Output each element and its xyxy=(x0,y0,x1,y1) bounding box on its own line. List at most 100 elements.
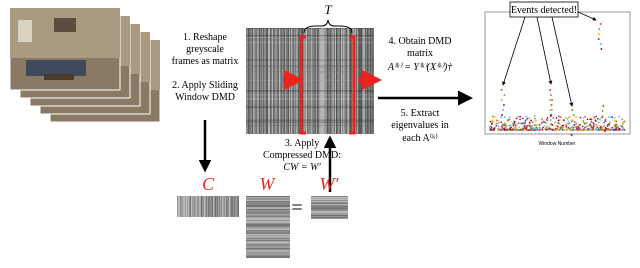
scatter-dot xyxy=(568,122,571,125)
scatter-dot xyxy=(525,115,528,118)
matrix-line xyxy=(203,196,204,217)
matrix-line xyxy=(246,244,290,245)
scatter-dot xyxy=(545,128,548,131)
scatter-dot xyxy=(504,127,507,130)
scatter-dot xyxy=(502,104,505,106)
matrix-column xyxy=(267,28,268,134)
scatter-dot xyxy=(555,116,558,119)
matrix-column xyxy=(341,28,342,134)
scatter-dot xyxy=(615,124,617,126)
matrix-line xyxy=(246,222,290,223)
scatter-dot xyxy=(618,128,621,131)
matrix-line xyxy=(204,196,205,217)
equation-matrices xyxy=(177,196,348,258)
scatter-dot xyxy=(507,119,509,121)
scatter-dot xyxy=(557,125,559,128)
matrix-line xyxy=(246,207,290,208)
scatter-dot xyxy=(533,124,536,127)
matrix-row xyxy=(246,65,374,67)
matrix-line xyxy=(230,196,231,217)
matrix-column xyxy=(280,28,281,134)
matrix-line xyxy=(246,196,290,197)
matrix-column xyxy=(351,28,352,134)
matrix-line xyxy=(191,196,192,217)
matrix-column xyxy=(317,28,318,134)
matrix-column xyxy=(266,28,267,134)
matrix-line xyxy=(246,241,290,242)
step-text: 5. Extract xyxy=(401,108,440,119)
matrix-column xyxy=(273,28,274,134)
scatter-dot xyxy=(592,124,595,127)
scatter-dot xyxy=(560,126,563,128)
matrix-row xyxy=(246,28,374,30)
matrix-line xyxy=(246,203,290,204)
scatter-dot xyxy=(596,117,599,120)
scatter-dot xyxy=(573,124,576,126)
matrix-column xyxy=(261,28,262,134)
scatter-dot xyxy=(539,127,542,129)
matrix-line xyxy=(246,236,290,237)
scatter-dot xyxy=(602,105,605,107)
scatter-dot xyxy=(618,115,621,118)
scatter-dot xyxy=(549,123,552,126)
scatter-dot xyxy=(509,124,512,127)
matrix-line xyxy=(246,221,290,222)
scatter-dot xyxy=(604,120,607,122)
scatter-dot xyxy=(573,121,576,123)
scatter-dot xyxy=(562,126,565,129)
scatter-dot xyxy=(519,122,522,125)
matrix-column xyxy=(319,28,320,134)
matrix-column xyxy=(318,28,319,134)
matrix-column xyxy=(338,28,339,134)
scatter-dot xyxy=(551,99,554,101)
scatter-dot xyxy=(530,119,532,122)
scatter-dot xyxy=(554,121,556,124)
scatter-dot xyxy=(493,115,496,118)
scatter-dot xyxy=(491,120,494,123)
matrix-line xyxy=(236,196,237,217)
scatter-dot xyxy=(613,119,616,122)
matrix-line xyxy=(219,196,220,217)
scatter-dot xyxy=(590,129,593,131)
matrix-line xyxy=(311,197,348,198)
scatter-dot xyxy=(503,129,506,131)
matrix-column xyxy=(321,28,322,134)
matrix-line xyxy=(246,257,290,258)
matrix-line xyxy=(246,245,290,246)
matrix-column xyxy=(327,28,328,134)
matrix-column xyxy=(326,28,327,134)
matrix-row xyxy=(246,94,374,96)
matrix-line xyxy=(217,196,218,217)
scatter-dot xyxy=(601,115,604,117)
scatter-dot xyxy=(508,118,511,121)
scatter-dot xyxy=(513,122,516,125)
scatter-dot xyxy=(588,127,591,130)
scatter-dot xyxy=(583,128,585,130)
matrix-line xyxy=(246,208,290,209)
matrix-line xyxy=(246,229,290,230)
scatter-dot xyxy=(575,129,578,131)
scatter-dot xyxy=(557,115,560,118)
scatter-dot xyxy=(604,118,607,121)
x-axis-label: Window Number xyxy=(539,141,576,147)
scatter-dot xyxy=(529,127,532,130)
matrix-line xyxy=(246,253,290,254)
scatter-dot xyxy=(491,127,494,130)
matrix-column xyxy=(258,28,259,134)
scatter-dot xyxy=(579,124,582,126)
scatter-dot xyxy=(550,109,553,111)
matrix-line xyxy=(184,196,185,217)
matrix-line xyxy=(196,196,197,217)
matrix-column xyxy=(248,28,249,134)
scatter-dot xyxy=(513,129,515,131)
scatter-dot xyxy=(565,125,568,128)
scatter-dot xyxy=(524,121,527,124)
matrix-line xyxy=(179,196,180,217)
matrix-line xyxy=(246,214,290,215)
matrix-line xyxy=(205,196,206,217)
matrix-line xyxy=(246,216,290,217)
matrix-line xyxy=(246,217,290,218)
scatter-dot xyxy=(609,115,612,118)
matrix-line xyxy=(246,202,290,203)
w-label: W xyxy=(260,174,277,194)
